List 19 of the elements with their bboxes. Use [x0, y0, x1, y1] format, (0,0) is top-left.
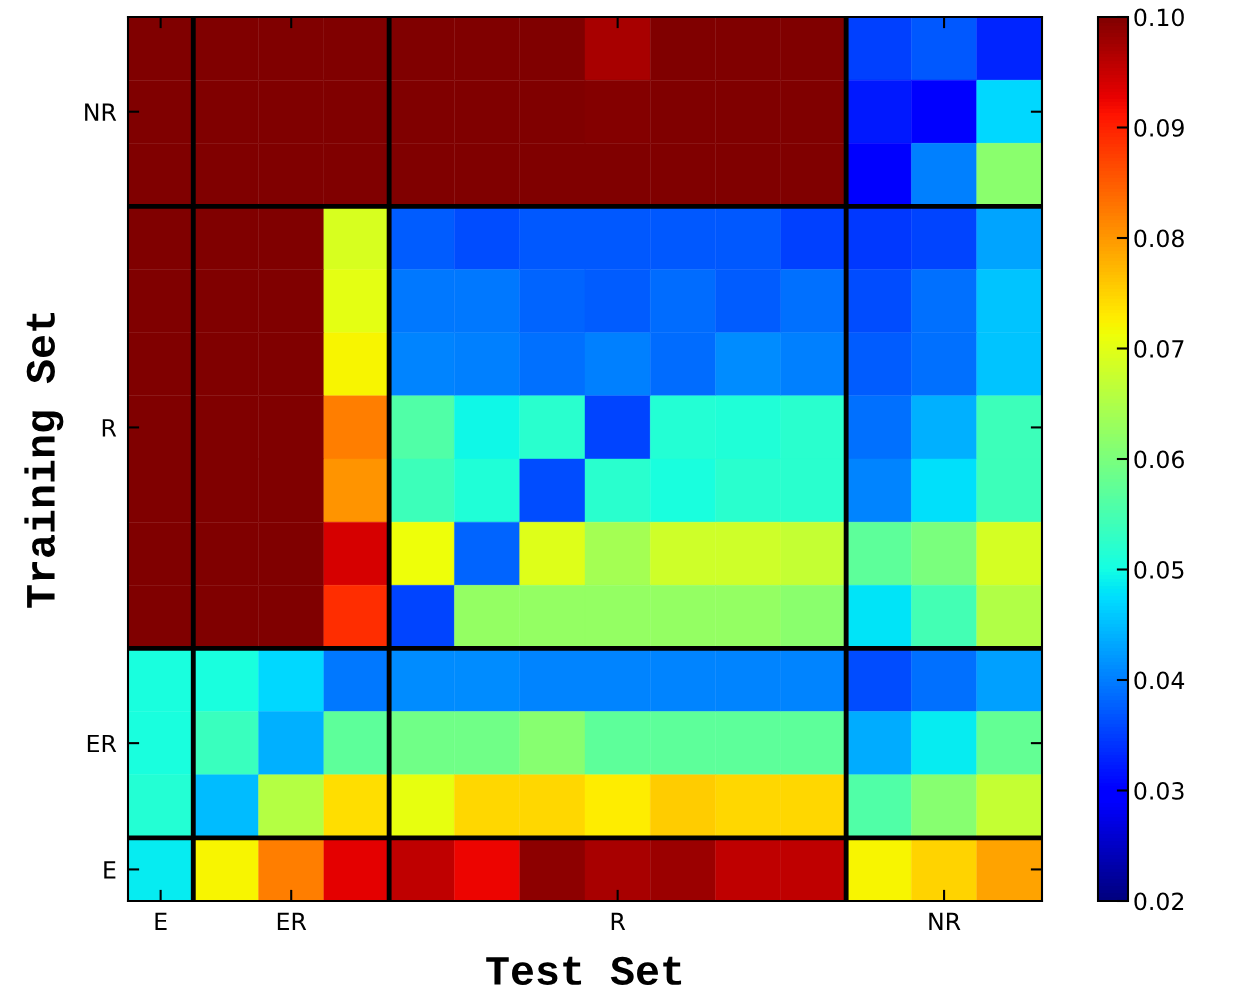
- y-tick-label: ER: [87, 734, 117, 753]
- x-axis-title: Test Set: [486, 956, 682, 986]
- x-tick-label: E: [155, 912, 167, 931]
- x-tick-label: ER: [277, 912, 307, 931]
- y-tick-label: NR: [85, 103, 117, 121]
- x-tick-label: R: [611, 912, 626, 931]
- y-axis-title: Training Set: [24, 312, 64, 608]
- color-bar-label: 0.06: [1134, 450, 1184, 469]
- x-tick-label: NR: [929, 912, 961, 931]
- y-tick-label: R: [102, 419, 117, 437]
- color-bar-label: 0.08: [1134, 229, 1184, 248]
- color-bar-label: 0.04: [1134, 671, 1185, 690]
- color-bar-label: 0.09: [1134, 118, 1184, 137]
- y-tick-label: E: [104, 861, 116, 879]
- color-bar-label: 0.07: [1134, 339, 1184, 358]
- color-bar-label: 0.02: [1134, 892, 1184, 911]
- color-bar-label: 0.05: [1134, 560, 1184, 579]
- color-bar-label: 0.03: [1134, 781, 1184, 800]
- color-bar-label: 0.10: [1134, 8, 1184, 27]
